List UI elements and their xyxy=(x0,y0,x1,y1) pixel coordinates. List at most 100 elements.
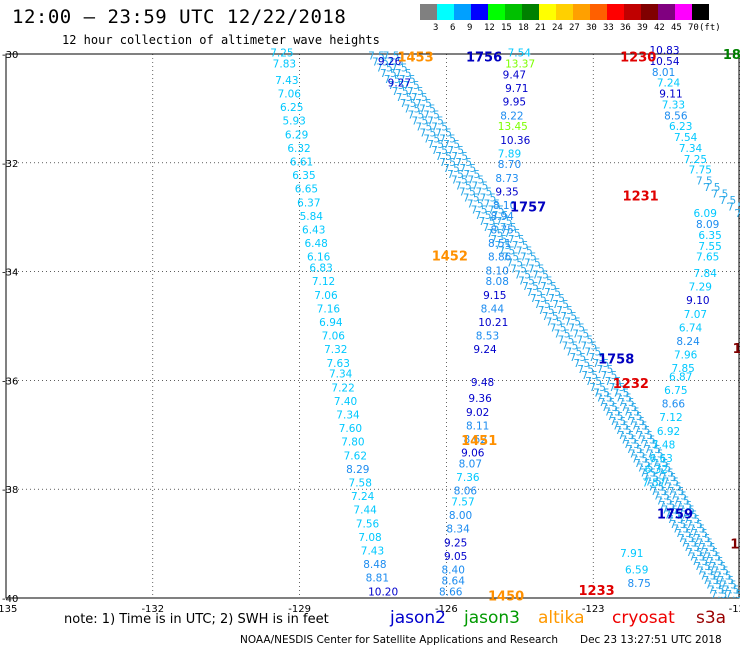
lat-tick-label: -38 xyxy=(2,485,18,496)
observation-value: 7.06 xyxy=(314,290,338,302)
track-band-jason: 7.5 xyxy=(723,584,740,596)
track-band-jason: 7.5 xyxy=(455,157,472,169)
track-band-jason: 7.5 xyxy=(661,505,678,517)
track-band-jason: 7.5 xyxy=(439,133,456,145)
track-band-jason: 7.5 xyxy=(408,110,425,122)
observation-value: 9.15 xyxy=(483,290,506,302)
track-band-jason: 7.5 xyxy=(532,269,549,281)
track-band-jason: 7.5 xyxy=(699,542,716,554)
track-band-jason: 7.5 xyxy=(609,382,626,394)
lat-tick-label: -36 xyxy=(2,376,18,387)
observation-value: 8.07 xyxy=(459,458,482,470)
observation-value: 6.23 xyxy=(669,121,692,133)
track-band-jason: 7.5 xyxy=(447,169,464,181)
track-band-jason: 7.5 xyxy=(556,305,573,317)
observation-value: 7.25 xyxy=(684,154,707,166)
observation-value: 9.71 xyxy=(505,83,528,95)
track-band-jason: 7.5 xyxy=(423,110,440,122)
observation-value: 8.40 xyxy=(442,565,465,577)
track-band-jason: 7.5 xyxy=(694,561,711,573)
observation-value: 8.56 xyxy=(664,110,688,122)
colorbar-label: 36 xyxy=(620,23,631,33)
observation-value: 6.83 xyxy=(309,263,332,275)
track-band-jason: 7.5 xyxy=(516,246,533,258)
observation-value: 9.25 xyxy=(444,537,467,549)
colorbar-swatch xyxy=(539,4,556,20)
observation-value: 6.35 xyxy=(292,170,315,182)
observation-value: 8.66 xyxy=(439,586,463,598)
observation-value: 9.36 xyxy=(468,393,492,405)
observation-value: 8.10 xyxy=(486,265,509,277)
track-band-jason: 7.5 xyxy=(399,74,416,86)
track-band-jason: 7.5 xyxy=(628,416,645,428)
track-band-jason: 7.5 xyxy=(558,334,575,346)
colorbar-swatch xyxy=(675,4,692,20)
track-band-jason: 7.5 xyxy=(631,420,648,432)
track-band-jason: 7.5 xyxy=(396,92,413,104)
track-band-jason: 7.5 xyxy=(645,477,662,489)
time-label-jason3: 1830 xyxy=(723,48,740,63)
lon-tick-label: -120 xyxy=(729,604,740,615)
track-band-jason: 7.5 xyxy=(653,491,670,503)
observation-value: 7.55 xyxy=(698,241,721,253)
track-band-jason: 7.5 xyxy=(652,458,669,470)
observation-value: 8.11 xyxy=(466,420,489,432)
track-band-jason: 7.5 xyxy=(655,463,672,475)
track-band-jason: 7.5 xyxy=(506,258,523,270)
track-band-jason: 7.5 xyxy=(707,556,724,568)
track-band-jason: 7.5 xyxy=(518,275,535,287)
track-band-jason: 7.5 xyxy=(700,570,717,582)
footer-credit: NOAA/NESDIS Center for Satellite Applica… xyxy=(240,634,558,646)
track-band-jason: 7.5 xyxy=(702,547,719,559)
track-band-jason: 7.5 xyxy=(678,505,695,517)
track-band-jason: 7.5 xyxy=(570,352,587,364)
track-band-jason: 7.5 xyxy=(546,317,563,329)
colorbar-label: 21 xyxy=(535,23,546,33)
track-band-jason: 7.5 xyxy=(664,509,681,521)
track-band-jason: 7.5 xyxy=(540,281,557,293)
track-band-jason: 7.5 xyxy=(548,293,565,305)
observation-value: 7.56 xyxy=(356,518,380,530)
colorbar-swatch xyxy=(488,4,505,20)
observation-value: 8.08 xyxy=(486,276,509,288)
track-band-jason: 7.5 xyxy=(502,252,519,264)
track-band-jason: 7.5 xyxy=(640,467,657,479)
track-band-jason: 7.5 xyxy=(526,287,543,299)
track-band-jason: 7.5 xyxy=(697,538,714,550)
track-band-jason: 7.5 xyxy=(576,334,593,346)
time-label-jason2: 1758 xyxy=(598,353,634,368)
track-band-jason: 7.5 xyxy=(508,234,525,246)
track-band-jason: 7.5 xyxy=(605,376,622,388)
observation-value: 9.06 xyxy=(461,448,485,460)
track-band-jason: 7.5 xyxy=(710,561,727,573)
observation-value: 9.48 xyxy=(471,377,494,389)
track-band-jason: 7.5 xyxy=(492,210,509,222)
observation-value: 6.65 xyxy=(295,184,318,196)
time-label-altika: 1453 xyxy=(397,51,433,66)
observation-value: 10.36 xyxy=(500,135,530,147)
track-band-jason: 7.5 xyxy=(455,181,472,193)
track-band-s3a: 7.5 xyxy=(696,176,713,188)
observation-value: 5.84 xyxy=(300,211,324,223)
track-band-jason: 7.5 xyxy=(562,340,579,352)
track-band-jason: 7.5 xyxy=(427,139,444,151)
observation-value: 7.80 xyxy=(341,437,364,449)
track-band-jason: 7.5 xyxy=(572,329,589,341)
track-band-jason: 7.5 xyxy=(686,519,703,531)
observation-value: 13.45 xyxy=(498,121,528,133)
observation-value: 7.62 xyxy=(344,450,367,462)
track-band-jason: 7.5 xyxy=(388,80,405,92)
lat-tick-label: -30 xyxy=(2,50,18,61)
observation-value: 7.75 xyxy=(689,165,712,177)
colorbar-label: 15 xyxy=(501,23,512,33)
track-band-jason: 7.5 xyxy=(534,299,551,311)
time-label-s3a: 1741 xyxy=(730,538,740,553)
track-band-jason: 7.5 xyxy=(649,453,666,465)
observation-value: 8.81 xyxy=(366,573,389,585)
colorbar-label: 18 xyxy=(518,23,529,33)
track-band-jason: 7.5 xyxy=(651,486,668,498)
observation-value: 7.16 xyxy=(317,303,341,315)
track-band-jason: 7.5 xyxy=(400,98,417,110)
track-band-jason: 7.5 xyxy=(431,145,448,157)
track-band-jason: 7.5 xyxy=(656,495,673,507)
